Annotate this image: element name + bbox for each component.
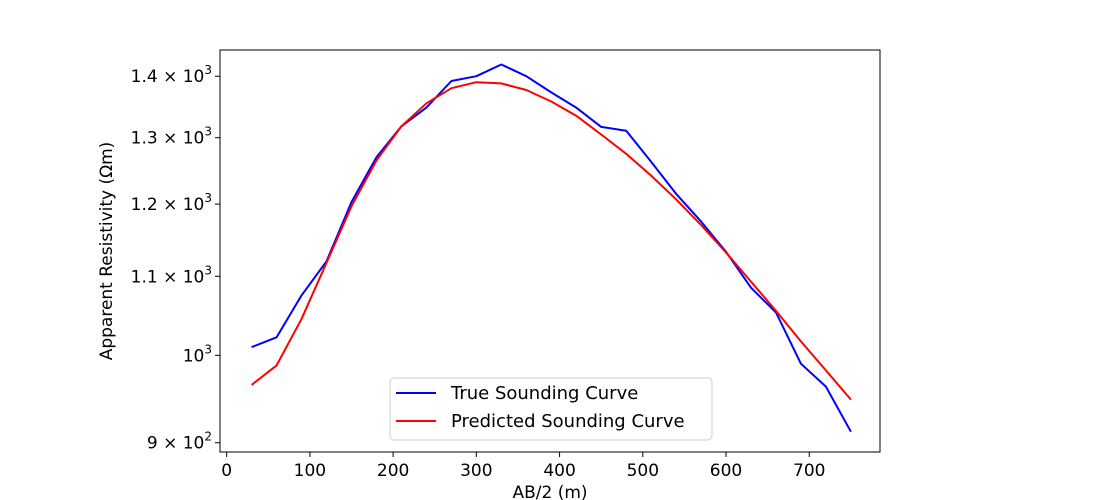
x-tick-label: 100 (294, 461, 326, 481)
x-tick-label: 700 (793, 461, 825, 481)
legend-label-1: Predicted Sounding Curve (451, 411, 685, 432)
y-tick-label: 1.2 × 103 (131, 191, 212, 215)
x-axis: 0 100 200 300 400 500 600 700 (221, 452, 825, 481)
y-tick-label: 103 (183, 342, 212, 366)
y-tick-label: 1.4 × 103 (131, 63, 212, 87)
legend: True Sounding Curve Predicted Sounding Cu… (389, 377, 713, 441)
y-tick-label: 1.3 × 103 (131, 125, 212, 149)
y-tick-label: 1.1 × 103 (131, 263, 212, 287)
x-axis-title: AB/2 (m) (512, 483, 587, 500)
x-tick-label: 200 (377, 461, 409, 481)
plot-frame (219, 49, 881, 453)
x-tick-label: 500 (627, 461, 659, 481)
legend-box (389, 377, 713, 441)
series-line-0 (251, 63, 852, 433)
x-tick-label: 400 (543, 461, 575, 481)
series-layer (250, 63, 852, 433)
legend-label-0: True Sounding Curve (450, 383, 638, 404)
x-tick-label: 300 (460, 461, 492, 481)
y-axis-title: Apparent Resistivity (Ωm) (97, 142, 117, 361)
x-tick-label: 600 (710, 461, 742, 481)
x-tick-label: 0 (221, 461, 232, 481)
y-axis: 9 × 102 103 1.1 × 103 1.2 × 103 1.3 × 103 1.4… (131, 63, 220, 454)
y-tick-label: 9 × 102 (147, 430, 212, 454)
series-line-1 (250, 81, 852, 401)
